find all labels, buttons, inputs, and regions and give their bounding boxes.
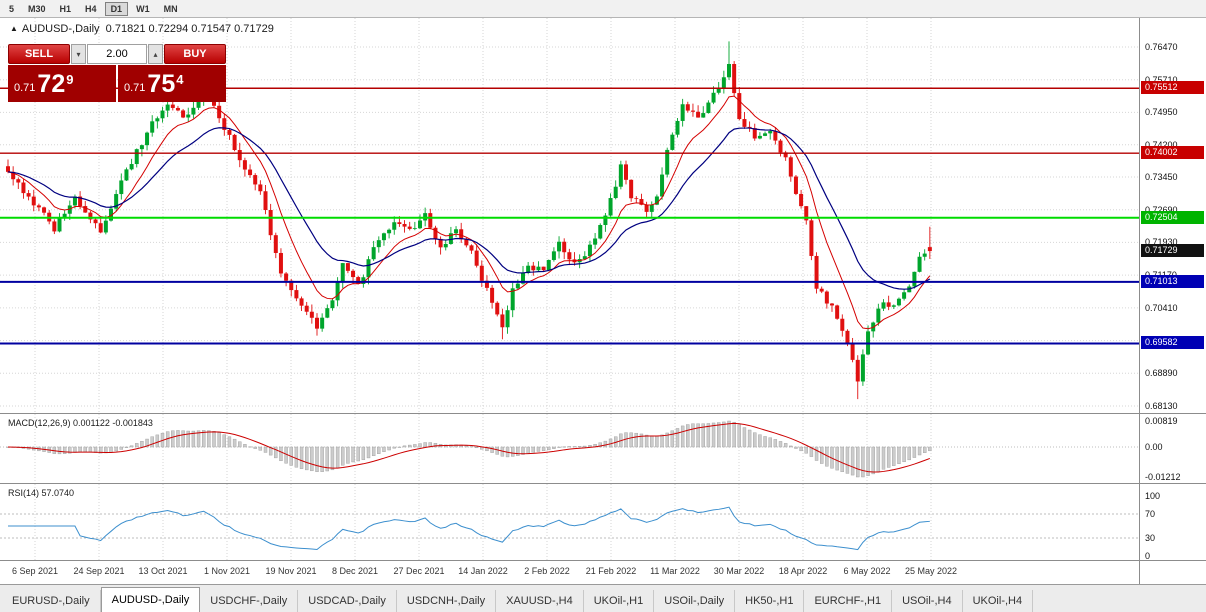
sell-price-display[interactable]: 0.71 72 9 [8, 65, 116, 102]
chart-title: ▲ AUDUSD-,Daily 0.71821 0.72294 0.71547 0… [10, 23, 274, 35]
chart-symbol-label: AUDUSD-,Daily [21, 23, 100, 35]
macd-scale-label: 0.00 [1145, 442, 1163, 452]
rsi-scale-label: 100 [1145, 491, 1161, 501]
buy-price-sup: 4 [176, 72, 184, 87]
date-label: 6 Sep 2021 [11, 566, 59, 576]
date-label: 6 May 2022 [843, 566, 891, 576]
chart-icon: ▲ [10, 24, 18, 33]
chart-tab-hk50-h1[interactable]: HK50-,H1 [735, 590, 805, 612]
timeframe-button-m30[interactable]: M30 [28, 3, 46, 14]
date-label: 8 Dec 2021 [331, 566, 379, 576]
chart-area: ▲ AUDUSD-,Daily 0.71821 0.72294 0.71547 0… [0, 18, 1140, 584]
time-axis[interactable]: 6 Sep 2021 24 Sep 2021 13 Oct 2021 1 Nov 20… [0, 561, 1140, 584]
macd-pane[interactable] [0, 414, 1140, 483]
timeframe-toolbar: 5 M30 H1 H4 D1 W1 MN [0, 0, 1206, 18]
date-label: 27 Dec 2021 [393, 566, 445, 576]
timeframe-button-h1[interactable]: H1 [59, 3, 72, 14]
rsi-pane[interactable] [0, 484, 1140, 560]
chart-tab-usdcad-daily[interactable]: USDCAD-,Daily [298, 590, 397, 612]
sell-price-sup: 9 [66, 72, 74, 87]
price-scale-label: 0.68890 [1145, 368, 1178, 379]
sell-price-prefix: 0.71 [14, 82, 36, 94]
macd-indicator-label: MACD(12,26,9) 0.001122 -0.001843 [8, 418, 153, 428]
price-scale-label: 0.71930 [1145, 237, 1178, 248]
chart-tab-eurusd-daily[interactable]: EURUSD-,Daily [2, 590, 101, 612]
price-tag: 0.71729 [1141, 244, 1204, 258]
chart-tab-ukoil-h4[interactable]: UKOil-,H4 [963, 590, 1034, 612]
price-scale-label: 0.73450 [1145, 171, 1178, 182]
chart-tab-ukoil-h1[interactable]: UKOil-,H1 [584, 590, 655, 612]
buy-price-prefix: 0.71 [124, 82, 146, 94]
chart-ohlc-values: 0.71821 0.72294 0.71547 0.71729 [105, 23, 274, 35]
rsi-scale-label: 70 [1145, 509, 1156, 519]
buy-price-big: 75 [147, 70, 176, 98]
chart-tab-eurchf-h1[interactable]: EURCHF-,H1 [804, 590, 893, 612]
caret-up-icon: ▴ [153, 49, 158, 59]
macd-scale-label: 0.00819 [1145, 416, 1178, 426]
price-scale-label: 0.74950 [1145, 107, 1178, 118]
rsi-indicator-label: RSI(14) 57.0740 [8, 488, 75, 498]
date-label: 11 Mar 2022 [650, 566, 700, 576]
price-tag: 0.75512 [1141, 81, 1204, 95]
timeframe-button-h4[interactable]: H4 [85, 3, 97, 14]
timeframe-button-w1[interactable]: W1 [136, 3, 150, 14]
date-label: 14 Jan 2022 [458, 566, 508, 576]
buy-price-display[interactable]: 0.71 75 4 [118, 65, 226, 102]
timeframe-button-5[interactable]: 5 [9, 3, 15, 14]
volume-input[interactable] [87, 44, 147, 64]
price-tag: 0.69582 [1141, 336, 1204, 350]
sell-price-big: 72 [37, 70, 66, 98]
price-scale-label: 0.68130 [1145, 401, 1178, 411]
date-label: 1 Nov 2021 [203, 566, 251, 576]
volume-increase-button[interactable]: ▴ [148, 44, 163, 64]
chart-tab-usdchf-daily[interactable]: USDCHF-,Daily [200, 590, 299, 612]
price-scale-label: 0.74200 [1145, 139, 1178, 150]
chart-tab-usoil-daily[interactable]: USOil-,Daily [654, 590, 736, 612]
buy-button[interactable]: BUY [164, 44, 226, 64]
date-label: 18 Apr 2022 [778, 566, 828, 576]
rsi-scale-label: 0 [1145, 551, 1151, 561]
one-click-trading-panel: SELL ▾ ▴ BUY 0.71 72 9 0.71 75 4 [8, 44, 226, 102]
price-scale-label: 0.70410 [1145, 302, 1178, 313]
caret-down-icon: ▾ [76, 49, 81, 59]
price-scale-label: 0.72690 [1145, 204, 1178, 215]
scale-separator [1139, 18, 1140, 584]
pane-separator[interactable] [0, 483, 1206, 484]
chart-tabs-bar: EURUSD-,Daily AUDUSD-,Daily USDCHF-,Daily U… [0, 584, 1206, 612]
chart-tab-xauusd-h4[interactable]: XAUUSD-,H4 [496, 590, 584, 612]
pane-separator[interactable] [0, 413, 1206, 414]
price-scale-label: 0.76470 [1145, 42, 1178, 52]
price-tag: 0.72504 [1141, 210, 1204, 224]
date-label: 24 Sep 2021 [73, 566, 125, 576]
sell-button[interactable]: SELL [8, 44, 70, 64]
date-label: 21 Feb 2022 [585, 566, 637, 576]
price-scale[interactable]: 0.76470 0.75710 0.74950 0.74200 0.73450 0.726… [1140, 18, 1206, 584]
price-tag: 0.74002 [1141, 146, 1204, 160]
macd-scale-label: -0.01212 [1145, 472, 1181, 482]
date-label: 25 May 2022 [904, 566, 958, 576]
chart-tab-usoil-h4[interactable]: USOil-,H4 [892, 590, 963, 612]
price-chart[interactable] [0, 18, 1140, 413]
date-label: 2 Feb 2022 [524, 566, 570, 576]
date-label: 19 Nov 2021 [265, 566, 317, 576]
date-label: 30 Mar 2022 [713, 566, 765, 576]
timeframe-button-mn[interactable]: MN [163, 3, 178, 14]
date-label: 13 Oct 2021 [138, 566, 188, 576]
chart-tab-usdcnh-daily[interactable]: USDCNH-,Daily [397, 590, 497, 612]
price-scale-label: 0.75710 [1145, 74, 1178, 85]
pane-separator[interactable] [0, 560, 1206, 561]
volume-decrease-button[interactable]: ▾ [71, 44, 86, 64]
timeframe-button-d1[interactable]: D1 [104, 1, 129, 16]
price-tag: 0.71013 [1141, 274, 1204, 288]
rsi-scale-label: 30 [1145, 533, 1156, 543]
chart-tab-audusd-daily[interactable]: AUDUSD-,Daily [100, 587, 201, 612]
